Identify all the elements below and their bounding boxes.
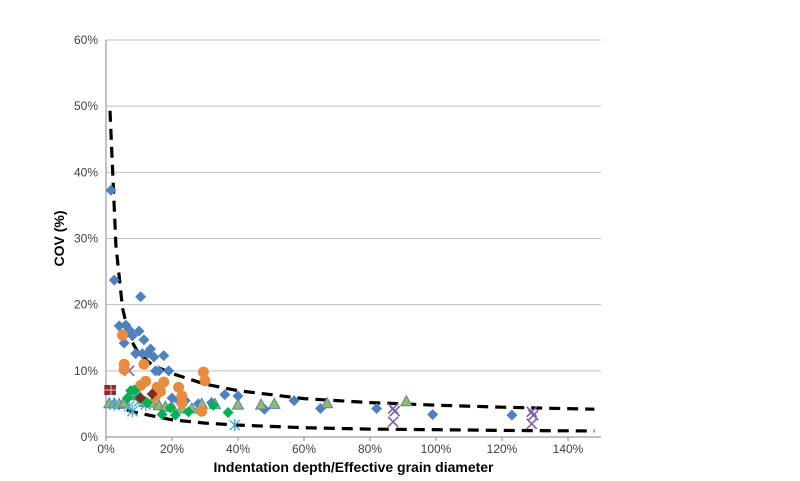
y-tick-label: 40% (74, 165, 98, 179)
y-tick-label: 0% (81, 430, 99, 444)
y-tick-labels: 0% 10% 20% 30% 40% 50% 60% (74, 33, 98, 444)
data-point-x (526, 418, 538, 430)
data-point-diamond (156, 409, 168, 421)
y-axis-title: COV (%) (51, 211, 67, 267)
data-point-diamond (158, 350, 170, 362)
x-tick-label: 120% (487, 442, 518, 456)
data-point-circle (199, 375, 211, 387)
x-tick-label: 80% (358, 442, 382, 456)
data-point-diamond (108, 274, 120, 286)
x-tick-label: 100% (421, 442, 452, 456)
data-point-star (108, 398, 120, 411)
axes (105, 40, 601, 441)
x-tick-labels: 0% 20% 40% 60% 80% 100% 120% 140% (97, 442, 583, 456)
data-point-star (126, 405, 138, 418)
data-point-diamond (135, 291, 147, 303)
data-point-x (387, 416, 399, 428)
y-tick-label: 10% (74, 364, 98, 378)
data-point-diamond (126, 330, 138, 342)
data-point-diamond (145, 343, 157, 355)
data-point-triangle (399, 394, 413, 407)
data-point-circle (118, 364, 130, 376)
data-point-star (229, 419, 241, 432)
data-point-triangle (231, 398, 245, 410)
data-point-circle (173, 381, 185, 393)
data-point-circle (140, 375, 152, 387)
data-point-diamond (232, 390, 244, 402)
data-point-diamond (141, 397, 153, 409)
gridlines (106, 39, 601, 372)
y-tick-label: 50% (74, 99, 98, 113)
data-point-x (526, 406, 538, 418)
y-tick-label: 20% (74, 298, 98, 312)
x-tick-label: 40% (226, 442, 250, 456)
data-point-triangle (254, 398, 268, 410)
x-axis-title: Indentation depth/Effective grain diamet… (213, 459, 494, 475)
data-point-x (527, 409, 539, 421)
data-point-triangle (267, 397, 281, 409)
data-point-diamond (371, 403, 383, 415)
data-point-circle (196, 405, 208, 417)
data-point-diamond (130, 348, 142, 360)
x-tick-label: 0% (97, 442, 115, 456)
data-point-diamond (222, 407, 234, 419)
data-point-diamond (288, 395, 300, 407)
data-point-diamond (113, 320, 125, 332)
data-point-triangle (320, 396, 334, 409)
data-point-circle (117, 329, 128, 341)
data-points (102, 184, 539, 432)
data-point-circle (158, 376, 170, 388)
data-point-diamond (427, 409, 439, 421)
x-tick-label: 140% (553, 442, 584, 456)
data-point-diamond (133, 325, 145, 337)
data-point-diamond (163, 365, 175, 377)
data-point-diamond (169, 409, 181, 421)
x-tick-label: 20% (160, 442, 184, 456)
data-point-diamond (105, 184, 117, 196)
data-point-diamond (148, 351, 160, 363)
data-point-diamond (138, 334, 150, 346)
data-point-diamond (183, 406, 194, 418)
data-point-x (389, 405, 401, 417)
data-point-diamond (506, 409, 518, 421)
dashed-trend-curve (108, 110, 595, 411)
data-point-diamond (153, 365, 165, 377)
y-tick-label: 30% (74, 232, 98, 246)
data-point-circle (197, 366, 209, 378)
y-tick-label: 60% (74, 33, 98, 47)
data-point-diamond (146, 388, 158, 400)
data-point-circle (154, 385, 166, 397)
data-point-diamond (164, 402, 176, 414)
x-tick-label: 60% (292, 442, 316, 456)
data-point-diamond (135, 392, 147, 404)
data-point-circle (176, 397, 188, 409)
data-point-diamond (207, 399, 219, 411)
data-point-diamond (219, 389, 231, 401)
data-point-diamond (128, 384, 140, 396)
data-point-circle (138, 358, 150, 370)
